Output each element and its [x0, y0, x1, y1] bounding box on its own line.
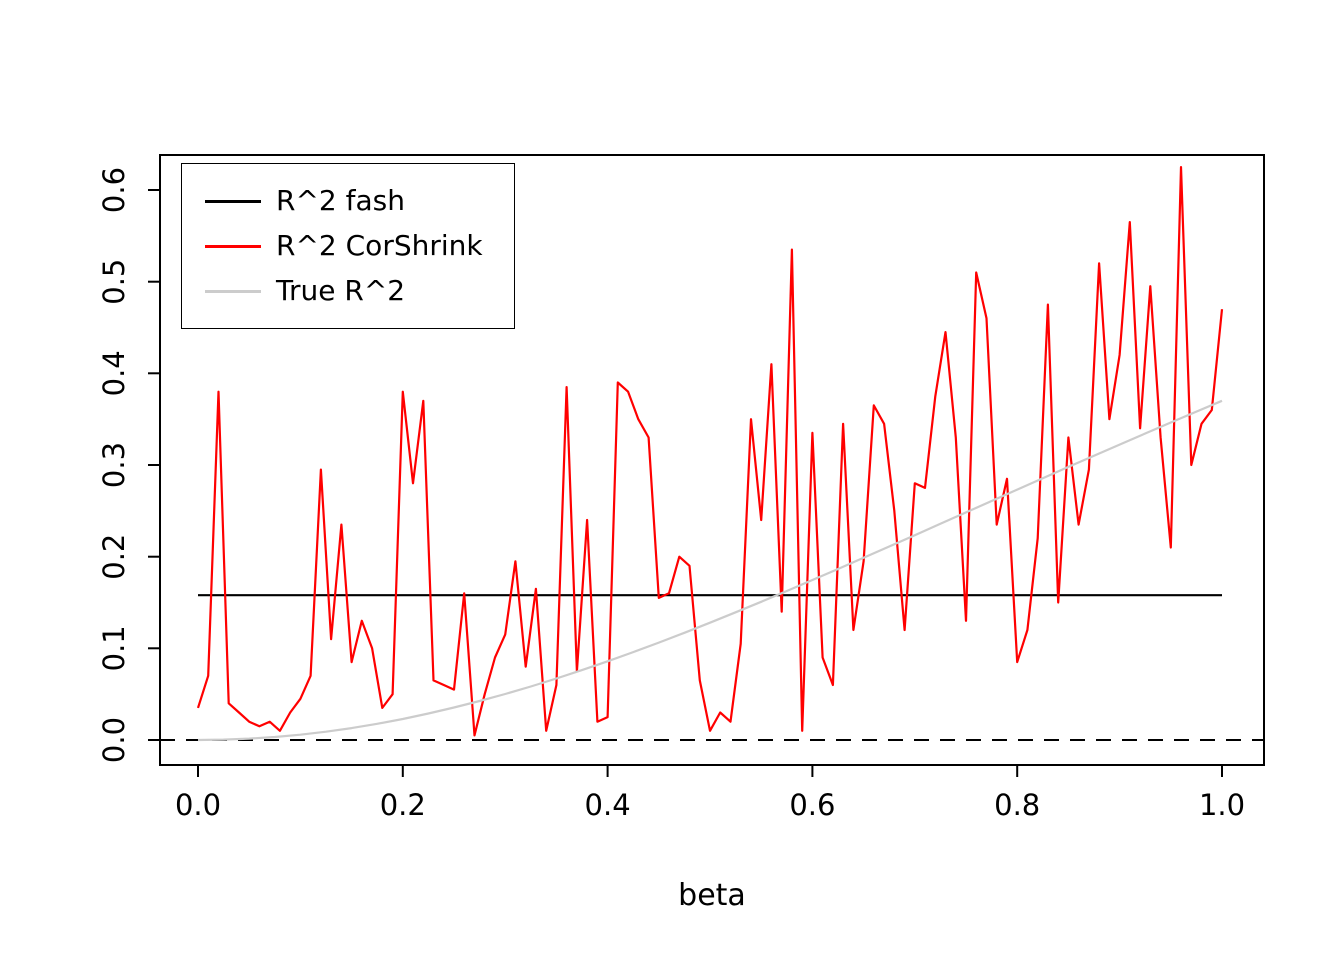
series-line-2 — [197, 399, 1223, 742]
x-tick-label: 0.6 — [789, 788, 835, 822]
series-line-1 — [196, 166, 1224, 737]
legend-label-corshrink: R^2 CorShrink — [276, 229, 483, 262]
legend-line-swatch-true — [205, 289, 261, 293]
legend-label-fash: R^2 fash — [276, 184, 405, 217]
y-tick-label: 0.6 — [97, 167, 131, 213]
legend-line-swatch-corshrink — [205, 244, 261, 248]
y-tick-label: 0.2 — [97, 534, 131, 580]
y-tick-label: 0.1 — [97, 625, 131, 671]
y-tick-label: 0.0 — [97, 717, 131, 763]
y-tick-label: 0.5 — [97, 259, 131, 305]
legend-item-r2-corshrink: R^2 CorShrink — [182, 232, 514, 260]
x-tick-label: 0.0 — [175, 788, 221, 822]
x-axis-title: beta — [678, 878, 746, 913]
x-tick-label: 0.2 — [380, 788, 426, 822]
x-tick-label: 0.4 — [585, 788, 631, 822]
y-tick-label: 0.3 — [97, 442, 131, 488]
legend-line-swatch-fash — [205, 199, 261, 203]
legend-item-true-r2: True R^2 — [182, 277, 514, 305]
legend-label-true: True R^2 — [276, 274, 406, 307]
legend: R^2 fash R^2 CorShrink True R^2 — [181, 163, 515, 329]
y-tick-label: 0.4 — [97, 350, 131, 396]
legend-item-r2-fash: R^2 fash — [182, 187, 514, 215]
plot-box — [159, 154, 1265, 766]
x-tick-label: 1.0 — [1199, 788, 1245, 822]
x-tick-label: 0.8 — [994, 788, 1040, 822]
